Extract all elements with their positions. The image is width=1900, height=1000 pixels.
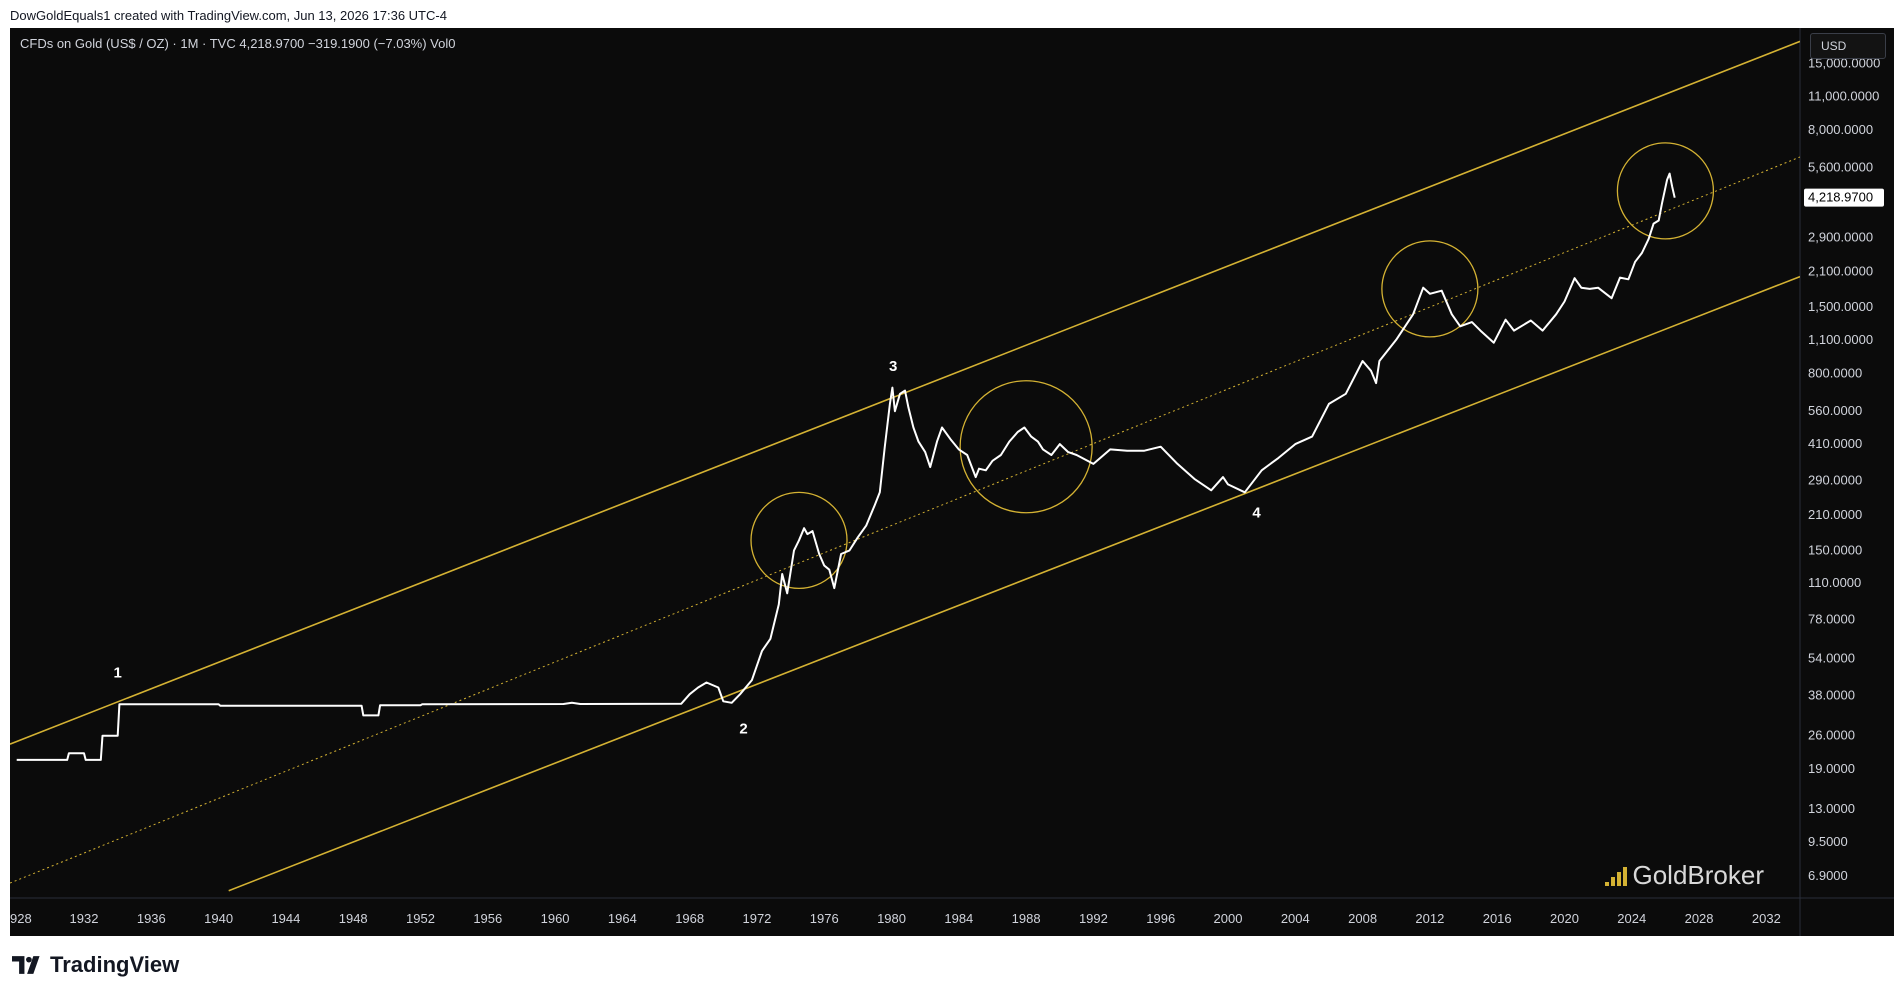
wave-label-2: 2 <box>739 721 747 738</box>
channel-lower-line[interactable] <box>228 275 1800 892</box>
x-tick-label: 1968 <box>675 911 704 926</box>
x-tick-label: 1952 <box>406 911 435 926</box>
x-tick-label: 2024 <box>1617 911 1646 926</box>
x-tick-label: 1996 <box>1146 911 1175 926</box>
y-tick-label: 9.5000 <box>1808 834 1848 849</box>
x-tick-label: 1964 <box>608 911 637 926</box>
x-tick-label: 1976 <box>810 911 839 926</box>
wave-label-1: 1 <box>113 665 121 682</box>
y-tick-label: 150.0000 <box>1808 542 1862 557</box>
price-chart[interactable]: 1 2 3 4 6.9000 9.5000 13.0000 19.0000 26.0000 38.… <box>10 28 1894 936</box>
x-tick-label: 2012 <box>1415 911 1444 926</box>
x-tick-label: 1984 <box>944 911 973 926</box>
y-tick-label: 1,100.0000 <box>1808 332 1873 347</box>
y-tick-label: 5,600.0000 <box>1808 160 1873 175</box>
y-tick-label: 2,100.0000 <box>1808 263 1873 278</box>
y-tick-label: 2,900.0000 <box>1808 229 1873 244</box>
x-tick-label: 1948 <box>339 911 368 926</box>
y-tick-label: 6.9000 <box>1808 868 1848 883</box>
x-tick-label: 2028 <box>1685 911 1714 926</box>
y-tick-label: 800.0000 <box>1808 365 1862 380</box>
y-tick-label: 54.0000 <box>1808 650 1855 665</box>
channel-middle-line[interactable] <box>10 156 1800 884</box>
y-tick-label: 290.0000 <box>1808 473 1862 488</box>
y-tick-label: 1,500.0000 <box>1808 299 1873 314</box>
tradingview-footer-logo[interactable]: TradingView <box>12 952 179 978</box>
x-tick-label: 928 <box>10 911 32 926</box>
highlight-circle[interactable] <box>750 491 848 589</box>
x-tick-label: 1980 <box>877 911 906 926</box>
x-tick-label: 1956 <box>473 911 502 926</box>
x-tick-label: 1944 <box>271 911 300 926</box>
x-tick-label: 2004 <box>1281 911 1310 926</box>
wave-label-4: 4 <box>1252 504 1261 521</box>
y-tick-label: 13.0000 <box>1808 801 1855 816</box>
y-tick-label: 19.0000 <box>1808 761 1855 776</box>
x-tick-label: 1972 <box>742 911 771 926</box>
y-tick-label: 410.0000 <box>1808 436 1862 451</box>
highlight-circle[interactable] <box>1381 240 1479 338</box>
y-tick-label: 38.0000 <box>1808 688 1855 703</box>
x-tick-label: 2008 <box>1348 911 1377 926</box>
chart-panel[interactable]: 1 2 3 4 6.9000 9.5000 13.0000 19.0000 26.0000 38.… <box>10 28 1894 936</box>
last-price-label: 4,218.9700 <box>1808 190 1873 205</box>
x-tick-label: 1992 <box>1079 911 1108 926</box>
x-tick-label: 2016 <box>1483 911 1512 926</box>
tradingview-brand-text: TradingView <box>50 952 180 977</box>
y-tick-label: 26.0000 <box>1808 728 1855 743</box>
x-tick-label: 1960 <box>541 911 570 926</box>
x-tick-label: 2032 <box>1752 911 1781 926</box>
tradingview-logo-icon <box>12 956 40 974</box>
highlight-circle[interactable] <box>959 380 1093 514</box>
currency-selector[interactable]: USD <box>1810 33 1886 59</box>
goldbroker-text: GoldBroker <box>1632 860 1765 890</box>
y-tick-label: 110.0000 <box>1808 575 1861 590</box>
y-tick-label: 11,000.0000 <box>1808 88 1879 103</box>
wave-label-3: 3 <box>889 358 897 375</box>
x-tick-label: 1940 <box>204 911 233 926</box>
x-tick-label: 1932 <box>70 911 99 926</box>
symbol-legend: CFDs on Gold (US$ / OZ) · 1M · TVC 4,218… <box>20 36 456 51</box>
gold-price-line[interactable] <box>16 172 1676 761</box>
y-tick-label: 210.0000 <box>1808 507 1862 522</box>
goldbroker-logo-icon <box>1604 866 1627 886</box>
highlight-circle[interactable] <box>1616 142 1715 240</box>
goldbroker-watermark: GoldBroker <box>1604 860 1765 891</box>
x-tick-label: 2000 <box>1214 911 1243 926</box>
y-tick-label: 8,000.0000 <box>1808 122 1873 137</box>
chart-attribution: DowGoldEquals1 created with TradingView.… <box>10 8 447 23</box>
y-tick-label: 15,000.0000 <box>1808 56 1880 71</box>
x-tick-label: 1988 <box>1012 911 1041 926</box>
y-tick-label: 78.0000 <box>1808 612 1855 627</box>
last-price-tag <box>1804 188 1884 207</box>
y-tick-label: 560.0000 <box>1808 403 1862 418</box>
x-tick-label: 2020 <box>1550 911 1579 926</box>
x-tick-label: 1936 <box>137 911 166 926</box>
